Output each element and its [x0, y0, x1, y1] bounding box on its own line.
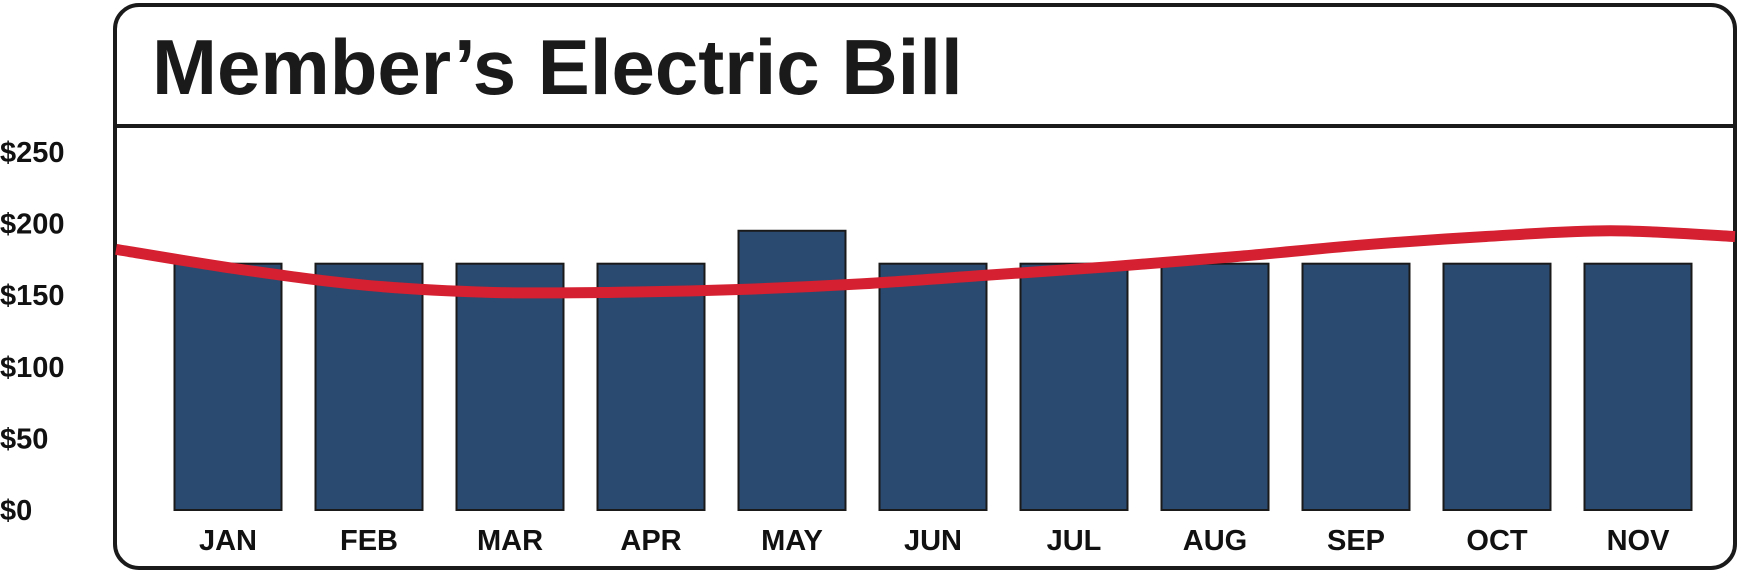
x-tick-label: SEP [1327, 525, 1385, 557]
bar-nov [1583, 262, 1693, 512]
x-tick-label: MAY [761, 525, 823, 557]
bar-mar [455, 262, 565, 512]
bar-sep [1301, 262, 1411, 512]
x-tick-label: APR [620, 525, 681, 557]
bar-aug [1160, 262, 1270, 512]
bar-feb [314, 262, 424, 512]
bar-jan [173, 262, 283, 512]
y-tick-label: $250 [0, 137, 65, 169]
y-tick-label: $50 [0, 423, 48, 455]
y-tick-label: $150 [0, 280, 65, 312]
bars-group [173, 229, 1693, 512]
y-tick-label: $100 [0, 352, 65, 384]
bar-jul [1019, 262, 1129, 512]
x-tick-label: AUG [1183, 525, 1247, 557]
chart-title: Member’s Electric Bill [152, 23, 963, 111]
bar-oct [1442, 262, 1552, 512]
bar-apr [596, 262, 706, 512]
bar-may [737, 229, 847, 511]
x-axis-ticks: JAN FEB MAR APR MAY JUN JUL AUG SEP OCT NOV [199, 525, 1670, 557]
y-tick-label: $200 [0, 209, 65, 241]
trend-line [115, 225, 1736, 299]
x-tick-label: OCT [1466, 525, 1528, 557]
trend-line-group [115, 225, 1736, 299]
x-tick-label: JUL [1047, 525, 1102, 557]
x-tick-label: MAR [477, 525, 543, 557]
x-tick-label: FEB [340, 525, 398, 557]
x-tick-label: NOV [1607, 525, 1671, 557]
y-tick-label: $0 [0, 495, 32, 527]
y-axis-ticks: $0 $50 $100 $150 $200 $250 [0, 137, 65, 527]
x-tick-label: JAN [199, 525, 257, 557]
bar-jun [878, 262, 988, 512]
x-tick-label: JUN [904, 525, 962, 557]
